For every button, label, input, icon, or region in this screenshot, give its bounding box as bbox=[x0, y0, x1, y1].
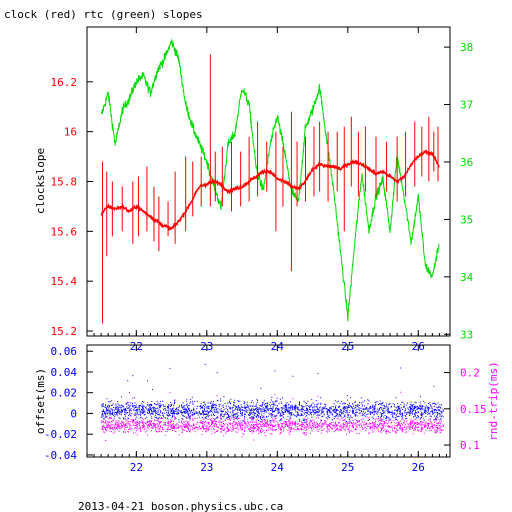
y-tick-label: 15.4 bbox=[51, 275, 78, 288]
clock-series-line bbox=[100, 149, 440, 232]
y2-tick-label: 33 bbox=[460, 328, 473, 341]
x-tick-label: 25 bbox=[341, 461, 354, 474]
top-left-axis-label: clockslope bbox=[34, 148, 47, 214]
y2-tick-label: 36 bbox=[460, 156, 473, 169]
y2-tick-label: 0.1 bbox=[460, 439, 480, 452]
x-tick-label: 26 bbox=[412, 461, 425, 474]
y2-tick-label: 34 bbox=[460, 271, 474, 284]
y-tick-label: -0.04 bbox=[44, 449, 77, 462]
footer-text: 2013-04-21 boson.physics.ubc.ca bbox=[78, 500, 283, 512]
bottom-left-axis-label: offset(ms) bbox=[34, 368, 47, 434]
y2-tick-label: 35 bbox=[460, 213, 473, 226]
y-tick-label: 0 bbox=[70, 407, 77, 420]
rtc-series-line bbox=[100, 38, 440, 322]
bottom-plot-frame bbox=[86, 344, 451, 458]
y-tick-label: 15.2 bbox=[51, 325, 78, 338]
x-tick-label: 22 bbox=[130, 461, 143, 474]
y2-tick-label: 37 bbox=[460, 99, 473, 112]
roundtrip-scatter-points bbox=[101, 391, 444, 441]
y-tick-label: 16 bbox=[64, 126, 77, 139]
y2-tick-label: 0.2 bbox=[460, 367, 480, 380]
y-tick-label: 0.06 bbox=[51, 345, 78, 358]
y-tick-label: -0.02 bbox=[44, 428, 77, 441]
y2-tick-label: 38 bbox=[460, 41, 473, 54]
offset-scatter-points bbox=[101, 363, 444, 430]
clock-rtc-slope-panel: 22 23 24 25 2615.215.415.615.81616.233343536… bbox=[34, 26, 474, 353]
y-tick-label: 0.04 bbox=[51, 366, 78, 379]
x-tick-label: 23 bbox=[200, 461, 213, 474]
y-tick-label: 0.02 bbox=[51, 387, 78, 400]
y2-tick-label: 0.15 bbox=[460, 403, 487, 416]
x-tick-label: 24 bbox=[271, 461, 285, 474]
y-tick-label: 15.8 bbox=[51, 176, 78, 189]
offset-roundtrip-panel: 22 23 24 25 26 -0.04 -0.02 0 0.02 0.04 0.06 0.1 0.15… bbox=[34, 344, 500, 474]
chart-title: clock (red) rtc (green) slopes bbox=[4, 8, 203, 21]
y-tick-label: 16.2 bbox=[51, 76, 78, 89]
y-tick-label: 15.6 bbox=[51, 225, 78, 238]
bottom-right-axis-label: rnd-trip(ms) bbox=[487, 361, 500, 440]
